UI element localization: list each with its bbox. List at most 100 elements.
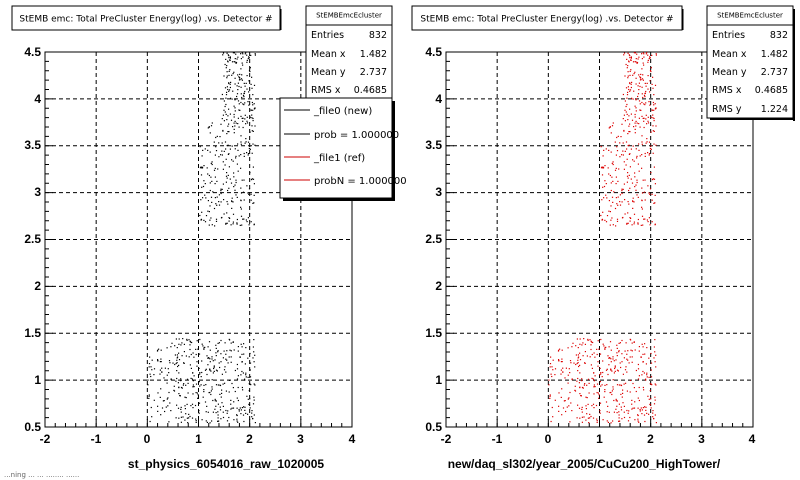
scatter-point [646, 52, 648, 54]
scatter-point [587, 417, 589, 419]
scatter-point [231, 159, 233, 161]
scatter-point [224, 105, 226, 108]
scatter-point [651, 221, 653, 223]
scatter-point [637, 163, 639, 165]
scatter-point [244, 379, 246, 381]
scatter-point [621, 353, 623, 355]
scatter-point [638, 346, 640, 348]
scatter-point [629, 416, 631, 419]
scatter-point [652, 76, 654, 78]
scatter-point [163, 400, 165, 402]
scatter-point [639, 76, 641, 78]
scatter-point [650, 362, 653, 364]
scatter-point [250, 221, 252, 223]
scatter-point [611, 162, 613, 164]
scatter-point [650, 67, 652, 69]
scatter-point [220, 418, 222, 420]
left-legend: _file0 (new) prob = 1.000000 _file1 (ref… [279, 97, 407, 201]
scatter-point [215, 347, 217, 349]
scatter-point [242, 53, 244, 55]
scatter-point [224, 63, 226, 66]
scatter-point [625, 105, 627, 108]
scatter-point [604, 180, 606, 182]
scatter-point [224, 87, 227, 89]
scatter-point [584, 383, 586, 385]
scatter-point [621, 418, 623, 420]
scatter-point [629, 89, 632, 91]
scatter-point [589, 339, 591, 341]
scatter-point [612, 161, 614, 163]
scatter-point [625, 111, 627, 113]
scatter-point [643, 53, 645, 55]
scatter-point [253, 396, 255, 398]
scatter-point [645, 102, 647, 104]
scatter-point [225, 67, 227, 69]
scatter-point [242, 117, 244, 119]
scatter-point [245, 219, 247, 221]
scatter-point [643, 94, 646, 96]
scatter-point [612, 163, 614, 166]
scatter-point [191, 403, 194, 405]
scatter-point [233, 122, 235, 124]
scatter-point [558, 405, 560, 407]
scatter-point [238, 103, 240, 105]
scatter-point [252, 120, 254, 122]
scatter-point [552, 416, 554, 418]
scatter-point [558, 360, 560, 362]
scatter-point [605, 369, 608, 371]
scatter-point [622, 389, 624, 391]
scatter-point [599, 374, 601, 376]
scatter-point [580, 395, 582, 397]
scatter-point [157, 360, 159, 362]
scatter-point [234, 125, 236, 127]
scatter-point [630, 148, 632, 150]
scatter-point [614, 141, 616, 143]
scatter-point [634, 172, 636, 174]
scatter-point [223, 120, 225, 122]
scatter-point [230, 408, 232, 410]
scatter-point [629, 57, 631, 59]
scatter-point [180, 378, 182, 380]
scatter-point [613, 411, 615, 413]
scatter-point [644, 343, 646, 345]
scatter-point [630, 83, 632, 85]
scatter-point [574, 390, 577, 392]
scatter-point [611, 370, 613, 372]
scatter-point [606, 420, 608, 422]
scatter-point [611, 390, 613, 392]
scatter-point [558, 410, 560, 412]
scatter-point [244, 114, 246, 116]
scatter-point [253, 383, 255, 385]
scatter-point [226, 91, 228, 93]
scatter-point [609, 126, 611, 128]
scatter-point [612, 388, 614, 390]
scatter-point [636, 98, 638, 100]
scatter-point [247, 357, 249, 359]
scatter-point [631, 182, 634, 184]
scatter-point [208, 224, 210, 226]
scatter-point [234, 77, 236, 79]
scatter-point [200, 376, 202, 378]
scatter-point [626, 223, 628, 225]
scatter-point [646, 374, 648, 376]
scatter-point [201, 211, 203, 213]
scatter-point [160, 358, 162, 360]
scatter-point [250, 179, 253, 181]
scatter-point [624, 120, 626, 122]
scatter-point [651, 384, 653, 386]
scatter-point [631, 342, 633, 344]
scatter-point [240, 374, 242, 376]
scatter-point [248, 91, 250, 93]
scatter-point [592, 403, 595, 405]
scatter-point [604, 384, 606, 386]
scatter-point [235, 157, 237, 159]
scatter-point [232, 223, 234, 225]
scatter-point [234, 189, 236, 191]
scatter-point [620, 393, 622, 395]
scatter-point [649, 104, 651, 106]
scatter-point [629, 220, 631, 222]
scatter-point [224, 366, 226, 368]
scatter-point [630, 113, 632, 115]
scatter-point [618, 351, 620, 353]
scatter-point [203, 180, 205, 182]
